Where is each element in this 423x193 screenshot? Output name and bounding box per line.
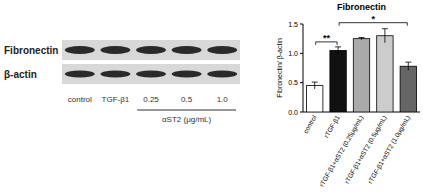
- bar: [400, 66, 416, 112]
- blot-band: [100, 71, 130, 78]
- error-cap: [359, 37, 365, 38]
- y-tick: [300, 24, 303, 25]
- error-bar: [359, 37, 365, 39]
- blot-band: [65, 71, 95, 78]
- blot-band: [172, 46, 202, 54]
- error-cap: [335, 46, 341, 47]
- error-stem: [338, 47, 339, 54]
- error-bar: [312, 82, 318, 89]
- error-stem: [384, 29, 385, 43]
- treatment-label: αST2 (μg/mL): [162, 115, 212, 124]
- x-tick-label: rTGF-β1+αST2 (1.0μg/mL): [366, 114, 412, 185]
- lane-label: 1.0: [217, 95, 229, 104]
- x-tick-label: rTGF-β1+αST2 (0.5μg/mL): [343, 114, 389, 185]
- error-bar: [405, 62, 411, 70]
- blot-strip: [62, 64, 240, 84]
- blot-band: [207, 46, 237, 54]
- x-tick-label: rTGF-β1+αST2 (0.25μg/mL): [318, 114, 365, 188]
- error-cap: [405, 62, 411, 63]
- lane-label: 0.5: [181, 95, 193, 104]
- y-tick: [300, 112, 303, 113]
- y-tick-label: 1.0: [288, 50, 298, 57]
- bar: [307, 86, 323, 112]
- x-tick-label: control: [302, 114, 318, 135]
- bar: [377, 36, 393, 112]
- y-axis-label: Fibronectin/ β-actin: [276, 38, 284, 98]
- error-stem: [314, 82, 315, 89]
- chart-title: Fibronectin: [337, 2, 386, 12]
- significance-label: *: [371, 14, 375, 24]
- blot-row-label: Fibronectin: [4, 45, 58, 56]
- blot-strip: [62, 40, 240, 60]
- error-stem: [408, 62, 409, 70]
- blot-band: [207, 71, 237, 78]
- blot-band: [65, 46, 95, 54]
- y-axis: [303, 24, 304, 112]
- significance-label: **: [323, 33, 331, 43]
- lane-label: control: [68, 95, 92, 104]
- bar: [330, 50, 346, 112]
- y-tick: [300, 53, 303, 54]
- bar: [353, 39, 369, 112]
- y-tick-label: 1.5: [288, 21, 298, 28]
- blot-band: [100, 46, 130, 54]
- plot-area: [307, 29, 417, 112]
- treatment-line: [137, 110, 236, 111]
- y-tick: [300, 82, 303, 83]
- error-cap: [312, 82, 318, 83]
- y-tick-label: 0.5: [288, 79, 298, 86]
- x-tick-label: rTGF-β1: [323, 114, 342, 140]
- blot-band: [136, 46, 166, 54]
- blot-band: [172, 71, 202, 78]
- figure: Fibronectin β-actin control TGF-β1 0.25 0.5 1.…: [0, 0, 423, 193]
- lane-label: 0.25: [143, 95, 159, 104]
- y-tick-label: 0.0: [288, 109, 298, 116]
- error-bar: [382, 29, 388, 43]
- error-cap: [382, 28, 388, 29]
- lane-label: TGF-β1: [102, 95, 130, 104]
- blot-row-label: β-actin: [4, 69, 37, 80]
- blot-band: [136, 71, 166, 78]
- error-bar: [335, 47, 341, 54]
